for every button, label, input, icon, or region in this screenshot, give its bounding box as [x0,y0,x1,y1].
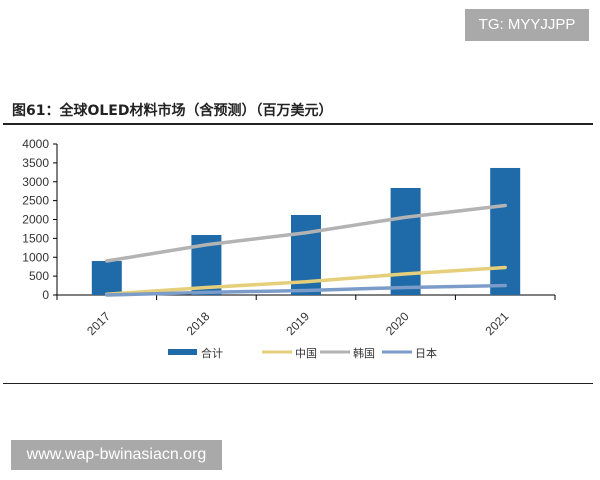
line-中国 [105,265,507,296]
y-tick-label: 3000 [22,175,49,189]
x-tick-label: 2021 [483,309,512,338]
legend-label: 韩国 [353,346,375,360]
y-tick-label: 2500 [22,194,49,208]
bar-2021 [490,167,521,295]
x-tick-label: 2018 [184,309,213,338]
y-tick-label: 500 [29,269,49,283]
x-tick-label: 2019 [283,309,312,338]
watermark-bottom: www.wap-bwinasiacn.org [11,440,222,470]
y-tick-label: 1000 [22,250,49,264]
legend-label: 日本 [415,346,437,360]
x-tick-label: 2020 [383,309,412,338]
x-tick-label: 2017 [84,309,113,338]
y-tick-label: 0 [42,288,49,302]
chart-title: 图61：全球OLED材料市场（含预测）（百万美元） [12,103,333,119]
bottom-rule [3,383,593,384]
watermark-top: TG: MYYJJPP [465,9,589,41]
legend-label: 合计 [201,346,223,360]
y-tick-label: 1500 [22,231,49,245]
line-日本 [105,283,507,297]
title-rule [3,123,593,125]
legend-label: 中国 [295,347,317,360]
line-韩国 [105,203,507,263]
y-tick-label: 3500 [22,156,49,170]
legend-swatch [168,349,197,355]
bar-2017 [91,261,122,295]
y-tick-label: 2000 [22,213,49,227]
bar-2020 [390,187,421,295]
y-tick-label: 4000 [22,137,49,151]
chart: 0 500 1000 1500 2000 2500 3000 3500 4000 2017 2018… [22,137,556,360]
